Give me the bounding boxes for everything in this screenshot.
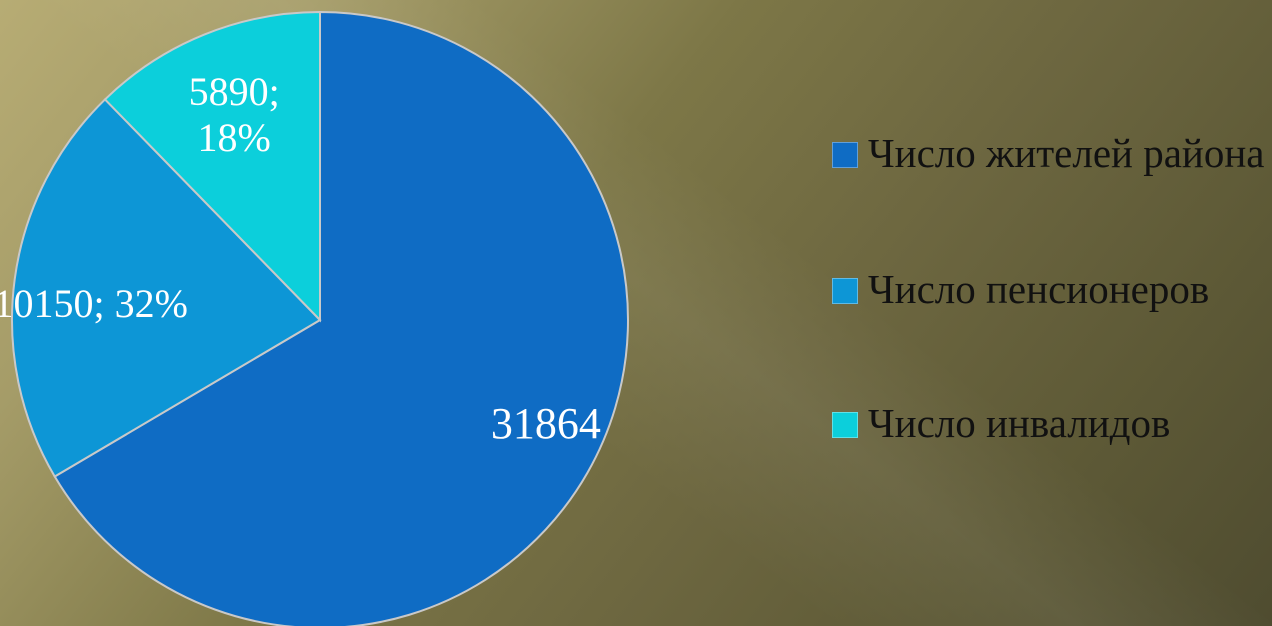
pie-data-label-1: 10150; 32% [0,281,188,326]
legend-swatch-residents [832,142,858,168]
pie-data-label-2: 5890; 18% [189,69,280,160]
legend-item-disabled[interactable]: Число инвалидов [832,400,1268,446]
legend-swatch-pensioners [832,278,858,304]
legend-label-disabled: Число инвалидов [868,400,1171,446]
pie-slice-2[interactable] [103,10,321,323]
pie-data-label-0: 31864 [491,399,601,448]
pie-chart: 31864 10150; 32% 5890; 18% [0,10,629,626]
pie-data-labels: 31864 10150; 32% 5890; 18% [0,69,601,448]
legend-item-pensioners[interactable]: Число пенсионеров [832,266,1268,312]
pie-slice-1[interactable] [11,98,322,478]
legend-label-pensioners: Число пенсионеров [868,266,1210,312]
legend-label-residents: Число жителей района [868,130,1265,176]
legend-swatch-disabled [832,412,858,438]
pie-slice-0[interactable] [53,10,629,626]
legend-item-residents[interactable]: Число жителей района [832,130,1268,176]
pie-slices [11,10,629,626]
